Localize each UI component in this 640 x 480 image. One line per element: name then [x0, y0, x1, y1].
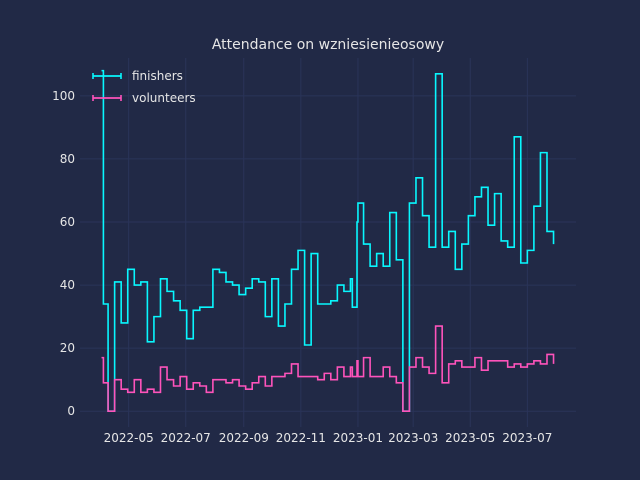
legend: finishers volunteers [92, 69, 196, 105]
y-tick-label: 60 [60, 215, 75, 229]
x-tick-label: 2023-07 [502, 431, 552, 445]
x-tick-label: 2022-07 [161, 431, 211, 445]
x-tick-label: 2023-05 [445, 431, 495, 445]
grid [80, 58, 576, 427]
axis-ticks: 0 20 40 60 80 100 2022-05 2022-07 2022-09 2022-11… [52, 89, 552, 445]
chart-title: Attendance on wzniesienieosowy [212, 37, 444, 53]
y-tick-label: 20 [60, 341, 75, 355]
legend-label: finishers [132, 69, 183, 83]
y-tick-label: 100 [52, 89, 75, 103]
series-line-volunteers [101, 325, 555, 413]
y-tick-label: 40 [60, 278, 75, 292]
x-tick-label: 2023-01 [333, 431, 383, 445]
x-tick-label: 2022-11 [276, 431, 326, 445]
legend-label: volunteers [132, 91, 196, 105]
y-tick-label: 0 [67, 404, 75, 418]
series-line-finishers [101, 69, 555, 413]
x-tick-label: 2022-09 [219, 431, 269, 445]
y-tick-label: 80 [60, 152, 75, 166]
x-tick-label: 2023-03 [388, 431, 438, 445]
legend-item-finishers: finishers [92, 69, 183, 83]
x-tick-label: 2022-05 [104, 431, 154, 445]
legend-item-volunteers: volunteers [92, 91, 196, 105]
series-group [101, 69, 555, 413]
